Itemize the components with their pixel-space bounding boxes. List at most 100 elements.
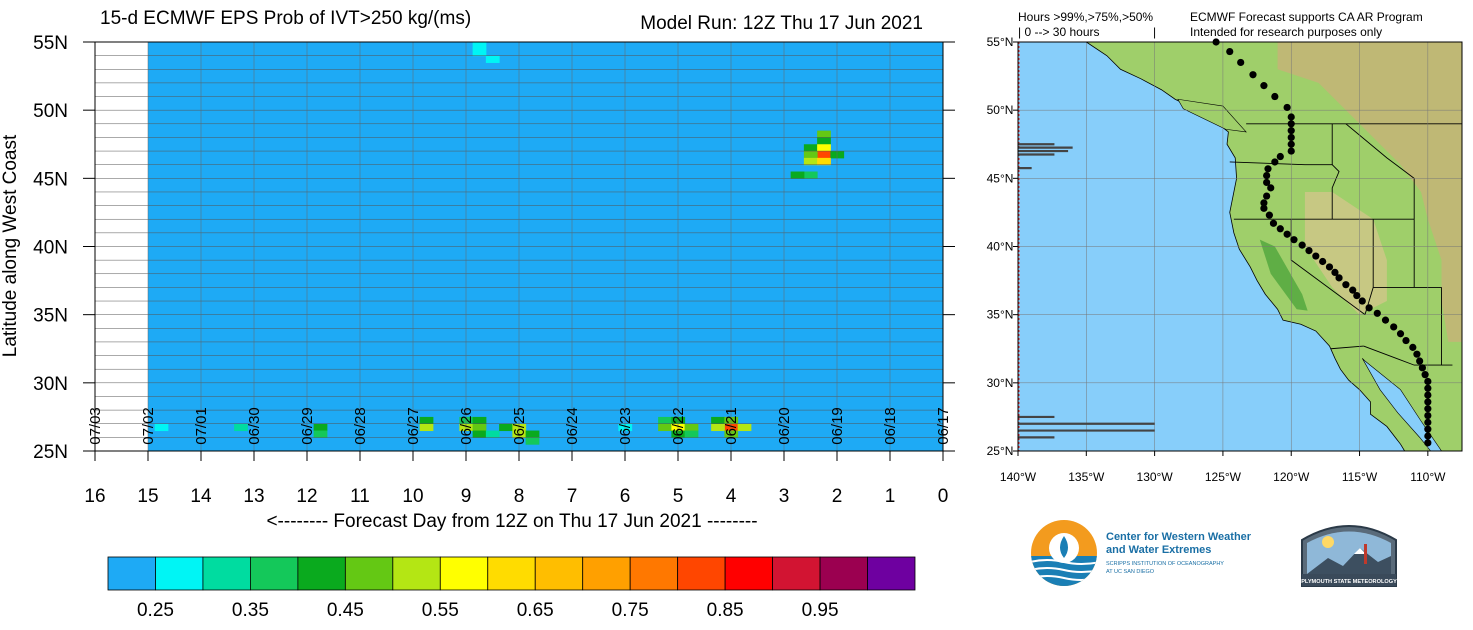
y-tick-label: 25N xyxy=(33,442,68,463)
x-tick-label: 7 xyxy=(567,486,578,507)
coast-point xyxy=(1424,377,1432,386)
date-label: 06/23 xyxy=(617,407,634,445)
coast-point xyxy=(1418,364,1426,372)
colorbar-label: 0.25 xyxy=(137,600,174,621)
colorbar-swatch xyxy=(867,556,916,591)
coast-point xyxy=(1287,147,1295,155)
heatmap-cell xyxy=(419,416,434,425)
map-lon-label: 120°W xyxy=(1273,470,1310,484)
coast-point xyxy=(1424,384,1432,392)
x-tick-label: 6 xyxy=(620,486,631,507)
state-border xyxy=(1331,164,1340,220)
colorbar-swatch xyxy=(155,556,204,591)
heatmap-cell xyxy=(817,130,831,138)
date-label: 06/22 xyxy=(670,407,687,445)
coast-point xyxy=(1381,316,1390,324)
date-label: 07/03 xyxy=(87,407,104,445)
date-label: 06/17 xyxy=(935,407,952,445)
plymouth-badge-text: PLYMOUTH STATE METEOROLOGY xyxy=(1301,579,1397,585)
date-label: 06/18 xyxy=(882,407,899,445)
coast-point xyxy=(1283,103,1291,112)
date-label: 06/30 xyxy=(246,407,263,445)
cw3e-name-line4: AT UC SAN DIEGO xyxy=(1106,569,1155,575)
coast-point xyxy=(1276,152,1284,161)
map-lon-label: 125°W xyxy=(1205,470,1242,484)
map-lon-label: 130°W xyxy=(1137,470,1174,484)
coast-point xyxy=(1287,140,1295,148)
map-lat-label: 50°N xyxy=(987,103,1014,117)
cw3e-logo: Center for Western Weather and Water Ext… xyxy=(1030,518,1280,588)
date-label: 06/27 xyxy=(405,407,422,445)
y-tick-label: 30N xyxy=(33,374,68,395)
colorbar-swatch xyxy=(250,556,299,591)
coast-point xyxy=(1305,246,1313,255)
coast-point xyxy=(1358,297,1366,305)
coast-point xyxy=(1226,47,1234,56)
coast-point xyxy=(1287,113,1295,121)
x-tick-label: 10 xyxy=(402,486,423,507)
colorbar-label: 0.95 xyxy=(802,600,839,621)
date-label: 07/01 xyxy=(193,407,210,445)
coast-point xyxy=(1287,120,1295,128)
heatmap-cell xyxy=(817,151,831,159)
map-lon-label: 140°W xyxy=(1000,470,1037,484)
colorbar-swatch xyxy=(582,556,631,591)
map-lat-label: 55°N xyxy=(987,35,1014,49)
coast-point xyxy=(1424,418,1432,426)
x-tick-label: 14 xyxy=(190,486,212,507)
coast-point xyxy=(1237,58,1245,67)
coast-point xyxy=(1342,281,1350,289)
date-label: 06/26 xyxy=(458,407,475,445)
coast-point xyxy=(1264,165,1272,173)
heatmap-cell xyxy=(817,157,831,166)
cw3e-name-line2: and Water Extremes xyxy=(1106,544,1211,556)
coast-point xyxy=(1331,268,1339,277)
model-run-label: Model Run: 12Z Thu 17 Jun 2021 xyxy=(640,13,923,34)
colorbar-label: 0.35 xyxy=(232,600,269,621)
map-lat-label: 30°N xyxy=(987,376,1014,390)
heatmap-cell xyxy=(234,423,248,432)
state-border xyxy=(1229,123,1333,166)
heatmap-cell xyxy=(472,416,487,425)
heatmap-cell xyxy=(684,430,699,438)
x-axis-label: <-------- Forecast Day from 12Z on Thu 1… xyxy=(266,511,757,532)
coast-point xyxy=(1424,432,1432,440)
coast-point xyxy=(1319,257,1327,266)
heatmap-cell xyxy=(525,430,540,438)
x-tick-label: 12 xyxy=(296,486,317,507)
y-tick-label: 35N xyxy=(33,306,68,327)
colorbar-swatch xyxy=(439,556,489,591)
state-border xyxy=(1330,345,1364,350)
y-tick-label: 55N xyxy=(33,33,68,54)
heatmap-cell xyxy=(803,144,818,152)
heatmap-cell xyxy=(419,423,434,432)
heatmap-cell xyxy=(803,151,818,159)
heatmap-cell xyxy=(711,423,725,432)
heatmap-cell xyxy=(472,42,487,50)
coast-point xyxy=(1424,391,1432,399)
coast-point xyxy=(1283,230,1291,238)
colorbar-label: 0.55 xyxy=(422,600,459,621)
chart-title: 15-d ECMWF EPS Prob of IVT>250 kg/(ms) xyxy=(100,8,471,29)
coast-point xyxy=(1349,286,1357,294)
x-tick-label: 11 xyxy=(350,486,370,507)
colorbar-label: 0.65 xyxy=(517,600,554,621)
map-plot: 55°N 50°N 45°N 40°N 35°N 30°N 25°N 140°W 135°W 13… xyxy=(987,35,1463,484)
coast-point xyxy=(1353,291,1361,300)
colorbar-swatch xyxy=(344,556,394,591)
cw3e-name-line1: Center for Western Weather xyxy=(1106,531,1252,543)
map-header-bar: | xyxy=(1153,25,1156,39)
coast-point xyxy=(1269,219,1278,227)
map-lat-label: 40°N xyxy=(987,240,1014,254)
coast-point xyxy=(1287,127,1295,135)
map-header-program: ECMWF Forecast supports CA AR Program xyxy=(1190,10,1423,24)
colorbar-label: 0.45 xyxy=(327,600,364,621)
map-header-range: | 0 --> 30 hours xyxy=(1018,25,1100,39)
map-lat-label: 45°N xyxy=(987,171,1014,185)
coast-point xyxy=(1424,425,1432,433)
coast-point xyxy=(1287,133,1295,142)
date-label: 06/29 xyxy=(299,407,316,445)
x-tick-label: 8 xyxy=(514,486,525,507)
coast-point xyxy=(1263,192,1271,200)
